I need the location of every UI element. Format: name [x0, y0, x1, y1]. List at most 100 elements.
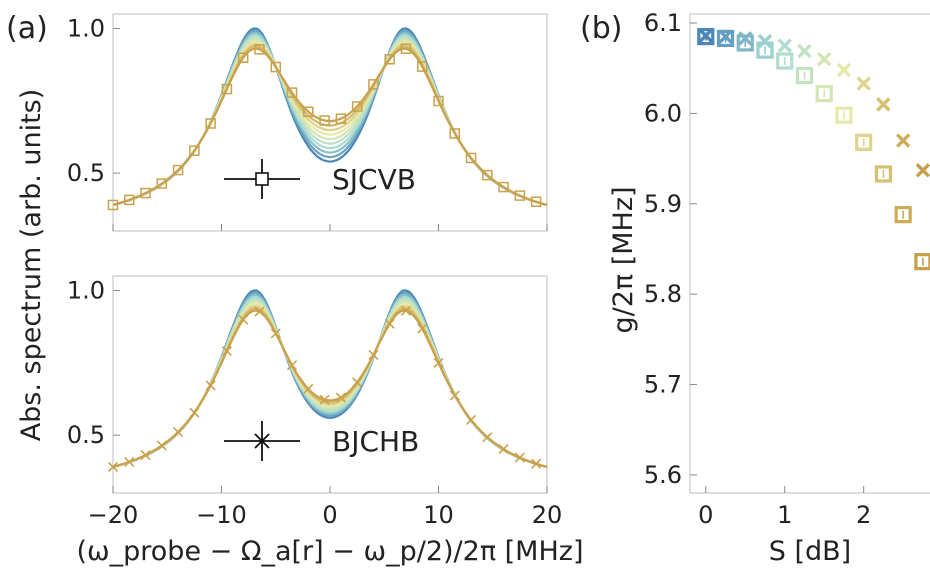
a-top-marker: [351, 101, 363, 112]
a-bottom-xtick-label: 10: [423, 501, 454, 529]
a-bottom-curve-3: [112, 296, 548, 469]
a-top-marker: [449, 128, 461, 139]
a-top-marker: [205, 118, 216, 129]
panel-b-point-x: [757, 33, 773, 49]
panel-b-point-x: [817, 51, 832, 67]
a-bottom-marker: [303, 383, 314, 394]
a-bottom-marker: [270, 328, 281, 339]
shared-ylabel: Abs. spectrum (arb. units): [16, 89, 47, 442]
a-top-marker: [107, 199, 119, 211]
panel-b-ytick-label: 6.0: [644, 99, 682, 127]
panel-b-point-square: [855, 133, 873, 151]
panel-b-point-square: [795, 66, 814, 85]
panel-b-point-square: [835, 106, 853, 124]
a-bottom-marker: [433, 357, 444, 369]
a-top-marker: [530, 196, 542, 208]
a-top-marker: [124, 194, 135, 206]
a-bottom-marker: [124, 456, 135, 467]
a-bottom-ytick-label: 0.5: [67, 421, 105, 449]
panel-b-point-square: [815, 84, 833, 103]
panel-b-ytick-label: 5.9: [644, 190, 682, 218]
a-top-curve-2: [112, 31, 548, 207]
panel-b-point-square: [697, 27, 715, 46]
panel-b-point-square: [756, 41, 774, 59]
a-bottom-curve-5: [112, 300, 548, 469]
panel-b-ytick-label: 5.7: [644, 371, 682, 399]
a-bottom-marker: [514, 452, 525, 463]
a-top-curve-5: [112, 38, 548, 207]
a-bottom-curve-0: [112, 289, 548, 469]
panel-b-point-x: [836, 62, 852, 78]
a-bottom-marker: [254, 306, 265, 317]
a-top-marker: [482, 169, 493, 181]
panel-b-point-square: [914, 253, 930, 271]
a-bottom-marker: [335, 392, 346, 403]
a-bottom-curve-9: [112, 309, 548, 469]
a-bottom-marker: [221, 345, 232, 357]
a-bottom-marker: [205, 380, 216, 391]
panel-b-xtick-label: 1: [777, 501, 792, 529]
panel-b-point-square: [716, 29, 735, 48]
a-top-marker: [400, 43, 412, 54]
a-top-marker: [286, 87, 298, 98]
a-top-curve-9: [112, 47, 548, 207]
panel-a-bottom: 0.5 1.0 −20 −10 0 10 20 BJCHB: [67, 275, 563, 529]
xlabel-b: S [dB]: [769, 536, 851, 567]
panel-b-ytick-label: 5.6: [644, 461, 682, 489]
a-bottom-curve-8: [112, 307, 548, 469]
a-bottom-marker: [368, 349, 379, 360]
a-top-marker: [498, 181, 509, 193]
panel-b-point-x: [797, 43, 812, 59]
a-bottom-marker: [140, 449, 151, 461]
a-bottom-xtick-label: 20: [532, 501, 563, 529]
a-top-curve-8: [112, 45, 548, 207]
panel-b: 5.65.75.85.96.06.10123: [644, 9, 930, 529]
panel-b-xtick-label: 0: [698, 501, 713, 529]
a-bottom-marker: [352, 377, 363, 388]
a-top-marker: [319, 115, 330, 126]
a-bottom-marker: [498, 444, 509, 455]
a-bottom-marker: [107, 461, 119, 473]
a-bottom-legend: BJCHB: [224, 421, 419, 461]
panel-b-point-square: [736, 34, 754, 52]
a-top-curve-6: [112, 40, 548, 207]
a-top-marker: [384, 54, 395, 65]
panel-b-point-square: [776, 52, 794, 70]
a-top-marker: [172, 164, 184, 176]
a-bottom-marker: [319, 394, 330, 405]
panel-b-point-square: [894, 206, 912, 224]
a-top-marker: [140, 187, 151, 199]
a-bottom-marker: [286, 360, 298, 371]
a-top-marker: [416, 61, 428, 72]
a-bottom-curve-6: [112, 302, 548, 469]
xlabel-a: (ω_probe − Ω_a[r] − ω_p/2)/2π [MHz]: [77, 536, 584, 567]
a-top-curve-1: [112, 29, 548, 207]
panel-b-xtick-label: 2: [856, 501, 871, 529]
panel-b-point-x: [777, 38, 792, 53]
a-top-marker: [303, 106, 314, 117]
a-top-marker: [465, 152, 477, 164]
a-bottom-xtick-label: −20: [88, 501, 139, 529]
a-top-curve-0: [112, 27, 548, 207]
a-top-marker: [335, 113, 347, 124]
panel-b-ytick-label: 5.8: [644, 280, 682, 308]
panel-b-point-x: [876, 97, 891, 112]
a-bottom-marker: [417, 323, 428, 334]
a-bottom-legend-label: BJCHB: [332, 425, 419, 458]
a-bottom-marker: [531, 458, 542, 469]
a-bottom-curve-7: [112, 305, 548, 469]
a-top-marker: [156, 178, 168, 189]
a-top-marker: [221, 83, 233, 95]
a-top-marker: [237, 52, 249, 63]
a-bottom-marker: [156, 440, 167, 451]
panel-b-point-square: [874, 165, 893, 183]
panel-a-label: (a): [6, 11, 48, 46]
a-top-marker: [368, 79, 379, 90]
a-bottom-xtick-label: 0: [322, 501, 337, 529]
panel-b-point-x: [856, 76, 871, 91]
a-bottom-marker: [482, 432, 493, 443]
a-top-marker: [514, 190, 526, 201]
panel-b-point-x: [915, 163, 930, 178]
a-top-marker: [433, 95, 444, 107]
